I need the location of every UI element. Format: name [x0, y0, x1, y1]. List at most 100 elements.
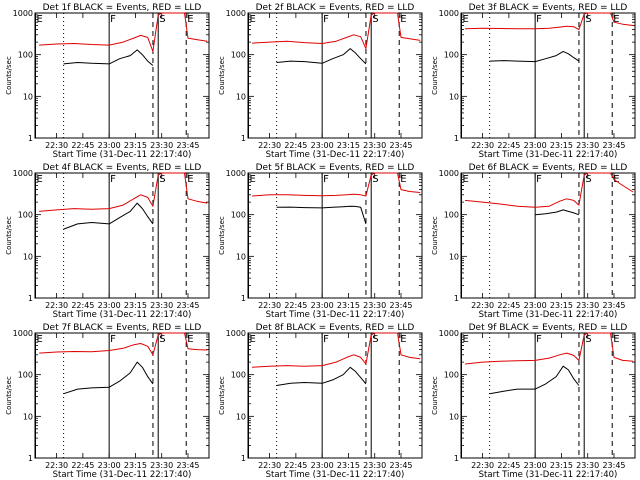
events-series-line	[489, 365, 580, 395]
chart-title: Det 1f BLACK = Events, RED = LLD	[43, 3, 202, 13]
time-marker-label: E	[37, 174, 43, 185]
x-tick-label: 23:30	[576, 461, 599, 470]
y-tick-label: 1	[454, 134, 459, 143]
y-tick-label: 1	[241, 294, 246, 303]
x-tick-label: 23:30	[363, 141, 386, 150]
chart-panel-1: Det 1f BLACK = Events, RED = LLD 1 10 100 10…	[5, 3, 210, 160]
x-tick-label: 23:45	[176, 141, 199, 150]
y-tick-label: 10	[449, 92, 459, 101]
lld-series-line	[252, 12, 421, 50]
events-series-line	[63, 361, 154, 395]
chart-panel-2: Det 2f BLACK = Events, RED = LLD 1 10 100 10…	[218, 3, 423, 160]
y-tick-label: 100	[231, 51, 246, 60]
x-axis-label: Start Time (31-Dec-11 22:17:40)	[53, 310, 192, 320]
x-tick-label: 23:15	[124, 461, 147, 470]
events-series-line	[276, 205, 367, 225]
time-marker-label: F	[110, 334, 116, 345]
time-marker-label: S	[372, 174, 378, 185]
events-series-line	[276, 48, 367, 65]
y-tick-label: 1000	[226, 329, 246, 338]
y-axis-label: Counts/sec	[218, 216, 226, 255]
events-series-line	[535, 209, 580, 216]
chart-title: Det 2f BLACK = Events, RED = LLD	[256, 3, 415, 13]
y-tick-label: 10	[449, 412, 459, 421]
x-axis-label: Start Time (31-Dec-11 22:17:40)	[479, 150, 618, 160]
y-tick-label: 1000	[439, 9, 459, 18]
x-axis-label: Start Time (31-Dec-11 22:17:40)	[479, 310, 618, 320]
x-tick-label: 22:45	[71, 141, 94, 150]
lld-series-line	[465, 12, 634, 31]
y-tick-label: 1	[454, 294, 459, 303]
x-axis-label: Start Time (31-Dec-11 22:17:40)	[53, 150, 192, 160]
x-tick-label: 22:30	[45, 141, 68, 150]
y-axis-label: Counts/sec	[218, 376, 226, 415]
time-marker-label: E	[37, 334, 43, 345]
time-marker-label: E	[463, 174, 469, 185]
y-tick-label: 100	[18, 371, 33, 380]
time-marker-label: E	[613, 14, 619, 25]
time-marker-label: F	[323, 14, 329, 25]
time-marker-label: E	[250, 174, 256, 185]
x-tick-label: 22:30	[258, 141, 281, 150]
y-tick-label: 1000	[439, 169, 459, 178]
time-marker-label: S	[585, 14, 591, 25]
time-marker-label: E	[187, 14, 193, 25]
x-tick-label: 22:45	[71, 301, 94, 310]
y-tick-label: 1000	[226, 169, 246, 178]
chart-panel-3: Det 3f BLACK = Events, RED = LLD 1 10 100 10…	[431, 3, 636, 160]
x-axis-label: Start Time (31-Dec-11 22:17:40)	[53, 470, 192, 480]
y-tick-label: 100	[231, 371, 246, 380]
y-tick-label: 1000	[13, 9, 33, 18]
time-marker-label: F	[323, 334, 329, 345]
events-series-line	[63, 49, 154, 66]
y-tick-label: 10	[23, 92, 33, 101]
time-marker-label: F	[536, 14, 542, 25]
x-tick-label: 22:45	[497, 461, 520, 470]
time-marker-label: E	[400, 14, 406, 25]
time-marker-label: E	[463, 14, 469, 25]
y-tick-label: 10	[23, 412, 33, 421]
x-tick-label: 23:45	[389, 301, 412, 310]
y-axis-label: Counts/sec	[431, 376, 439, 415]
x-tick-label: 23:45	[602, 301, 625, 310]
events-series-line	[276, 366, 367, 386]
time-marker-label: E	[187, 174, 193, 185]
time-marker-label: S	[159, 174, 165, 185]
x-tick-label: 22:45	[284, 461, 307, 470]
x-tick-label: 23:30	[150, 141, 173, 150]
chart-panel-5: Det 5f BLACK = Events, RED = LLD 1 10 100 10…	[218, 163, 423, 320]
x-tick-label: 23:45	[602, 461, 625, 470]
x-tick-label: 22:30	[471, 461, 494, 470]
time-marker-label: E	[400, 174, 406, 185]
x-tick-label: 23:15	[337, 461, 360, 470]
x-tick-label: 22:45	[284, 141, 307, 150]
time-marker-label: S	[159, 14, 165, 25]
y-tick-label: 10	[449, 252, 459, 261]
x-tick-label: 23:15	[550, 461, 573, 470]
x-axis-label: Start Time (31-Dec-11 22:17:40)	[266, 310, 405, 320]
chart-panel-6: Det 6f BLACK = Events, RED = LLD 1 10 100 10…	[431, 163, 636, 320]
time-marker-label: E	[400, 334, 406, 345]
x-tick-label: 23:15	[550, 301, 573, 310]
time-marker-label: E	[37, 14, 43, 25]
time-marker-label: S	[585, 334, 591, 345]
x-tick-label: 23:15	[337, 141, 360, 150]
x-tick-label: 23:45	[176, 301, 199, 310]
y-tick-label: 10	[23, 252, 33, 261]
x-tick-label: 22:45	[497, 141, 520, 150]
time-marker-label: E	[613, 174, 619, 185]
x-tick-label: 23:00	[524, 301, 547, 310]
time-marker-label: S	[372, 14, 378, 25]
x-axis-label: Start Time (31-Dec-11 22:17:40)	[479, 470, 618, 480]
y-tick-label: 1	[28, 294, 33, 303]
y-tick-label: 1	[28, 134, 33, 143]
y-tick-label: 1000	[439, 329, 459, 338]
x-tick-label: 23:00	[98, 461, 121, 470]
time-marker-label: F	[110, 14, 116, 25]
y-tick-label: 1000	[226, 9, 246, 18]
lld-series-line	[39, 12, 208, 52]
y-axis-label: Counts/sec	[5, 216, 13, 255]
y-axis-label: Counts/sec	[431, 216, 439, 255]
x-tick-label: 23:30	[363, 301, 386, 310]
